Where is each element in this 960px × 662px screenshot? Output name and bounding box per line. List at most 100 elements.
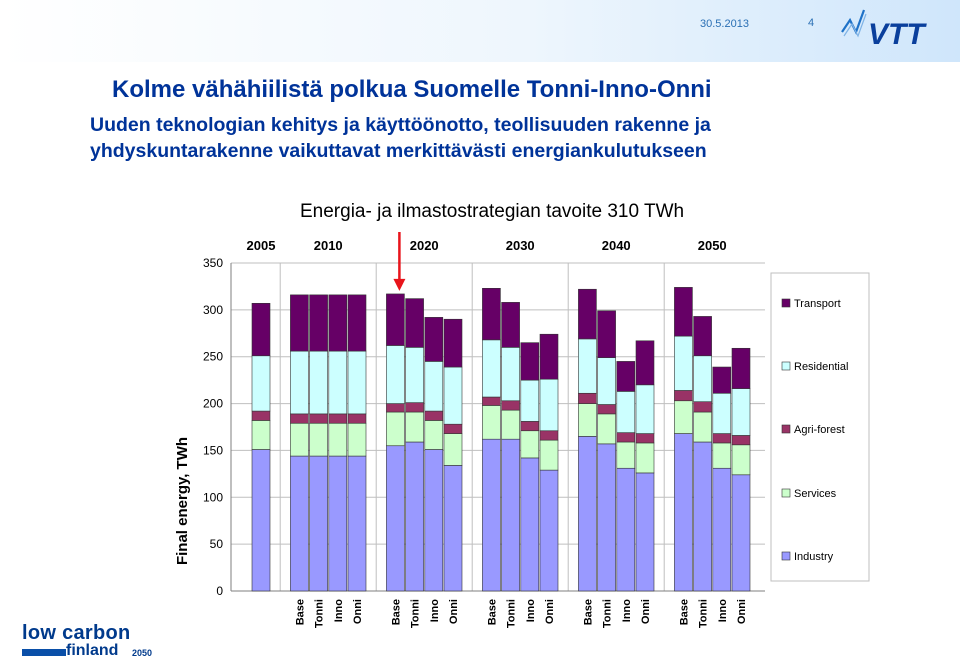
bar-segment-industry — [693, 441, 712, 592]
bar-segment-industry — [539, 469, 559, 592]
bar-segment-transport — [347, 294, 367, 352]
category-labels: Base Tonni Inno Onni Base Tonni Inno Onni Base To… — [294, 599, 748, 628]
legend: Transport Residential Agri-forest Services I… — [770, 272, 870, 582]
legend-label: Services — [794, 488, 837, 500]
bar-segment-services — [251, 420, 271, 450]
bar-segment-residential — [616, 391, 636, 433]
bar-stack — [693, 316, 712, 592]
bar-stack — [405, 298, 424, 592]
bar-stack — [539, 333, 559, 592]
bar-segment-industry — [347, 455, 367, 592]
bar-segment-residential — [693, 355, 712, 402]
bar-segment-agri-forest — [328, 413, 348, 424]
category-label: Base — [294, 599, 306, 625]
bar-segment-residential — [578, 338, 597, 394]
legend-label: Agri-forest — [794, 424, 845, 436]
bar-segment-services — [539, 439, 559, 471]
bar-segment-transport — [482, 288, 501, 341]
bar-segment-services — [405, 411, 424, 443]
bar-stack — [347, 294, 367, 592]
bar-stack — [309, 294, 328, 592]
annotation — [393, 232, 406, 291]
slide-date: 30.5.2013 — [700, 18, 749, 30]
bar-segment-services — [520, 430, 540, 459]
bar-segment-transport — [328, 294, 348, 352]
bar-stack — [674, 287, 693, 592]
y-tick-label: 350 — [203, 256, 223, 270]
bar-segment-residential — [520, 379, 540, 422]
subtitle-line-2: yhdyskuntarakenne vaikuttavat merkittävä… — [90, 140, 707, 162]
bar-segment-industry — [674, 433, 693, 592]
legend-label: Residential — [794, 361, 848, 373]
bar-segment-industry — [443, 465, 463, 592]
bar-segment-services — [501, 409, 520, 440]
bar-stack — [578, 288, 597, 592]
bar-segment-residential — [405, 347, 424, 403]
bar-segment-agri-forest — [443, 423, 463, 434]
header-bar: 30.5.2013 4 VTT — [0, 0, 960, 62]
bar-segment-services — [386, 411, 405, 447]
bar-segment-agri-forest — [712, 433, 732, 444]
bar-stack — [290, 294, 309, 592]
bar-segment-residential — [290, 350, 309, 415]
bar-segment-services — [347, 422, 367, 457]
bar-segment-agri-forest — [386, 403, 405, 413]
bar-segment-agri-forest — [290, 413, 309, 424]
bar-segment-agri-forest — [578, 392, 597, 404]
bar-segment-transport — [578, 288, 597, 340]
bar-segment-industry — [712, 467, 732, 592]
bar-segment-transport — [386, 293, 405, 346]
bar-segment-services — [731, 444, 751, 476]
y-tick-label: 250 — [203, 350, 223, 364]
legend-swatch — [781, 488, 791, 498]
bar-stack — [443, 318, 463, 592]
bar-segment-industry — [635, 472, 655, 592]
subtitle-line-1: Uuden teknologian kehitys ja käyttöönott… — [90, 114, 711, 136]
legend-swatch — [781, 298, 791, 308]
bar-segment-residential — [309, 350, 328, 415]
bar-segment-agri-forest — [539, 430, 559, 441]
bar-segment-services — [328, 422, 348, 457]
bar-segment-agri-forest — [405, 402, 424, 413]
bar-segment-transport — [674, 287, 693, 337]
bar-segment-residential — [347, 350, 367, 415]
bar-segment-residential — [635, 384, 655, 434]
category-label: Onni — [544, 599, 556, 624]
category-label: Onni — [640, 599, 652, 624]
bar-stack — [482, 288, 501, 592]
bar-segment-transport — [712, 366, 732, 394]
category-label: Inno — [717, 599, 729, 622]
bar-segment-transport — [405, 298, 424, 348]
category-label: Onni — [448, 599, 460, 624]
year-label: 2030 — [506, 238, 535, 253]
bar-segment-services — [693, 411, 712, 443]
bar-segment-agri-forest — [616, 432, 636, 443]
bar-segment-transport — [616, 361, 636, 392]
bar-segment-agri-forest — [520, 421, 540, 432]
page-number: 4 — [808, 17, 815, 29]
y-tick-label: 150 — [203, 443, 223, 457]
legend-swatch — [781, 424, 791, 434]
vtt-logo-text: VTT — [868, 18, 927, 51]
bar-stack — [386, 293, 405, 592]
low-carbon-finland-logo: low carbon finland 2050 — [22, 622, 164, 662]
bar-segment-residential — [539, 378, 559, 432]
year-labels: 2005 2010 2020 2030 2040 2050 — [247, 238, 727, 253]
bar-segment-residential — [501, 347, 520, 402]
bar-segment-agri-forest — [251, 410, 271, 421]
bar-stack — [251, 302, 271, 592]
bar-segment-agri-forest — [501, 400, 520, 411]
bar-segment-services — [290, 422, 309, 457]
legend-label: Transport — [794, 298, 841, 310]
y-tick-label: 100 — [203, 490, 223, 504]
arrow-head — [393, 278, 406, 291]
bar-segment-services — [597, 413, 616, 445]
category-label: Tonni — [314, 599, 326, 628]
year-label: 2005 — [247, 238, 276, 253]
bar-segment-residential — [712, 392, 732, 434]
bar-segment-services — [578, 403, 597, 437]
bar-segment-transport — [520, 342, 540, 381]
y-tick-label: 0 — [216, 584, 223, 598]
bar-segment-industry — [251, 449, 271, 592]
